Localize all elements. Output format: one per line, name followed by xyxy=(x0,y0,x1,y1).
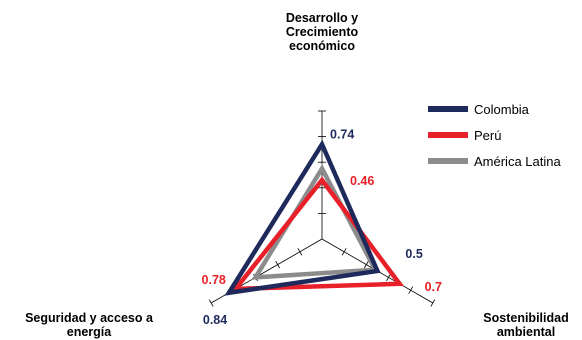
axis-tick-1-4 xyxy=(408,286,414,294)
axis-tick-2-1 xyxy=(297,248,303,256)
legend-label-colombia: Colombia xyxy=(474,102,530,117)
axis-tick-1-3 xyxy=(386,273,391,282)
value-label-peru-0: 0.46 xyxy=(350,174,374,188)
series-colombia-polygon xyxy=(224,139,381,296)
axis-label-1-line-0: Sostenibilidad xyxy=(483,311,568,325)
value-label-colombia-1: 0.5 xyxy=(405,247,422,261)
axis-tick-2-2 xyxy=(275,260,281,269)
axis-tick-1-2 xyxy=(363,260,369,269)
legend-label-america-latina: América Latina xyxy=(474,154,561,169)
value-label-peru-2: 0.78 xyxy=(202,273,226,287)
axis-tick-1-5 xyxy=(430,299,436,307)
axis-label-2-line-0: Seguridad y acceso a xyxy=(25,311,154,325)
value-label-colombia-2: 0.84 xyxy=(203,313,227,327)
axis-label-0: Desarrollo y Crecimiento económico xyxy=(286,11,359,53)
legend-label-peru: Perú xyxy=(474,128,501,143)
axis-label-2: Seguridad y acceso a energía xyxy=(25,311,154,339)
legend: Colombia Perú América Latina xyxy=(428,102,561,169)
axis-label-2-line-1: energía xyxy=(67,325,113,339)
value-label-peru-1: 0.7 xyxy=(425,280,442,294)
axis-label-0-line-2: económico xyxy=(289,39,355,53)
series-group xyxy=(224,139,404,296)
axis-label-0-line-1: Crecimiento xyxy=(286,25,359,39)
value-label-colombia-0: 0.74 xyxy=(330,127,354,141)
axis-label-0-line-0: Desarrollo y xyxy=(286,11,358,25)
labels-group: 0.74 0.5 0.84 0.46 0.7 0.78 Desarrollo y Crecim… xyxy=(25,11,569,339)
axis-label-1-line-1: ambiental xyxy=(497,325,555,339)
axis-tick-2-5 xyxy=(208,299,214,307)
axis-label-1: Sostenibilidad ambiental xyxy=(483,311,568,339)
axis-tick-1-1 xyxy=(341,248,347,256)
